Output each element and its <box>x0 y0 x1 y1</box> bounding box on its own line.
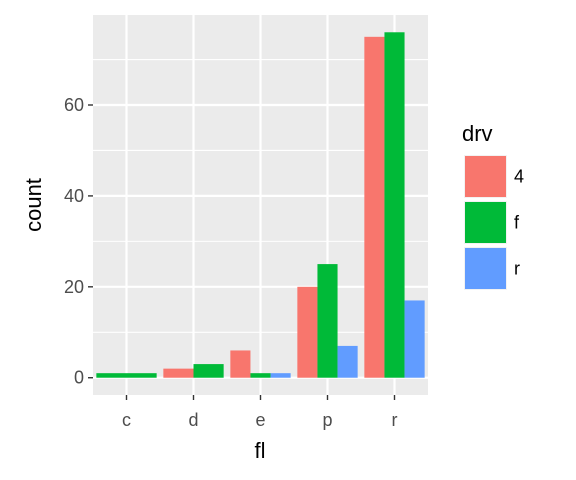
x-axis-title: fl <box>255 438 266 463</box>
x-tick-label: r <box>392 410 398 430</box>
bar-p-drv-4 <box>297 286 318 378</box>
legend-swatch-4 <box>465 156 506 197</box>
x-tick-label: e <box>255 410 265 430</box>
x-tick-label: c <box>122 410 131 430</box>
bar-d-drv-f <box>193 364 224 378</box>
legend-label-r: r <box>514 259 520 279</box>
y-axis: 0 20 40 60 <box>64 95 93 388</box>
legend-swatch-f <box>465 202 506 243</box>
y-tick-label: 20 <box>64 277 84 297</box>
bar-r-drv-r <box>404 300 425 378</box>
bar-e-drv-r <box>270 373 291 378</box>
legend-swatch-r <box>465 248 506 289</box>
bar-p-drv-r <box>337 345 358 378</box>
y-tick-label: 40 <box>64 186 84 206</box>
legend-label-4: 4 <box>514 167 524 187</box>
y-axis-title: count <box>21 178 46 232</box>
x-tick-label: p <box>322 410 332 430</box>
bar-d-drv-4 <box>163 368 194 378</box>
x-tick-label: d <box>188 410 198 430</box>
y-tick-label: 0 <box>74 368 84 388</box>
bar-r-drv-f <box>384 32 405 378</box>
bars <box>96 32 425 378</box>
bar-r-drv-4 <box>364 36 385 378</box>
y-tick-label: 60 <box>64 95 84 115</box>
legend-title: drv <box>462 121 493 146</box>
bar-p-drv-f <box>317 264 338 378</box>
bar-c-drv-f <box>96 373 157 378</box>
legend-label-f: f <box>514 213 520 233</box>
bar-e-drv-4 <box>230 350 251 378</box>
legend: drv 4 f r <box>462 121 524 290</box>
bar-e-drv-f <box>250 373 271 378</box>
